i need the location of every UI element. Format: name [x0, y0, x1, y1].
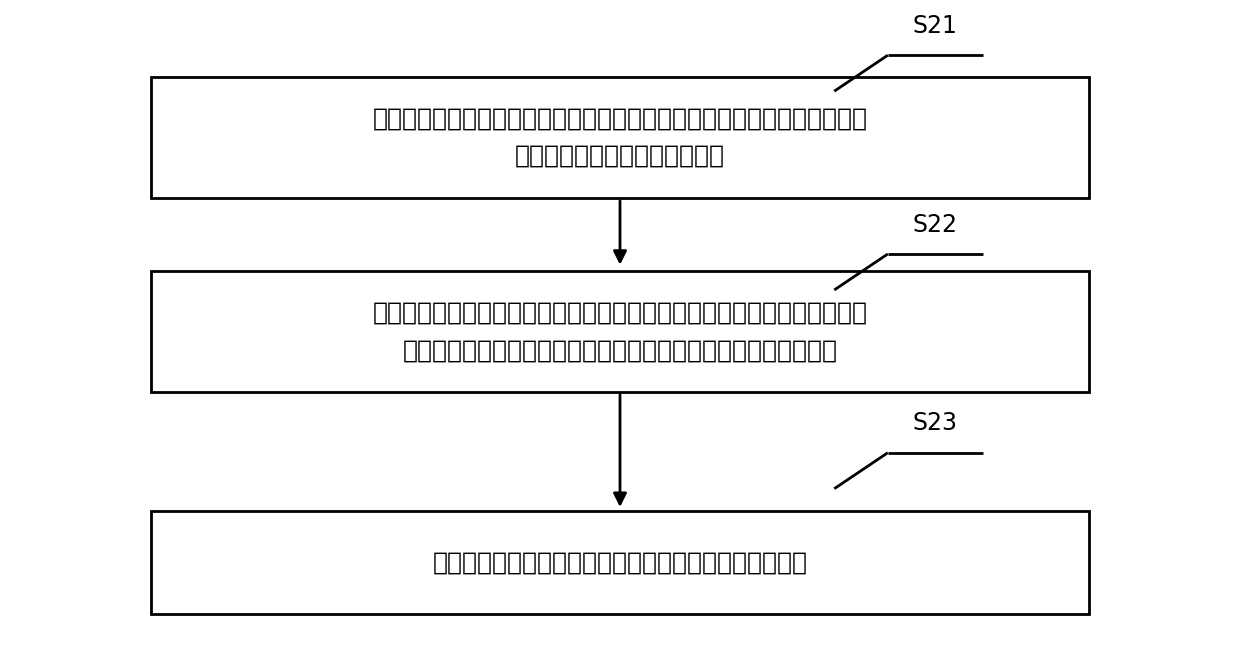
Text: S21: S21	[913, 14, 957, 38]
Text: 根据域名训练样本的稳定性得分、安全性得分、合法性得分、真实性得分、
网民评价得分和交易频繁率得分，计算域名训练样本的客观信誉分: 根据域名训练样本的稳定性得分、安全性得分、合法性得分、真实性得分、 网民评价得分…	[372, 301, 868, 362]
Bar	[151, 76, 1089, 198]
Text: S22: S22	[913, 213, 957, 237]
Bar	[151, 271, 1089, 392]
Text: S23: S23	[913, 411, 957, 435]
Text: 获取域名训练样本的稳定性得分、安全性得分、合法性得分、真实性得分、
网民评价得分和交易频繁率得分: 获取域名训练样本的稳定性得分、安全性得分、合法性得分、真实性得分、 网民评价得分…	[372, 107, 868, 168]
Text: 利用域名训练样本的客观信誉分对域名训练样本进行标注: 利用域名训练样本的客观信誉分对域名训练样本进行标注	[433, 551, 807, 575]
Bar	[151, 511, 1089, 614]
